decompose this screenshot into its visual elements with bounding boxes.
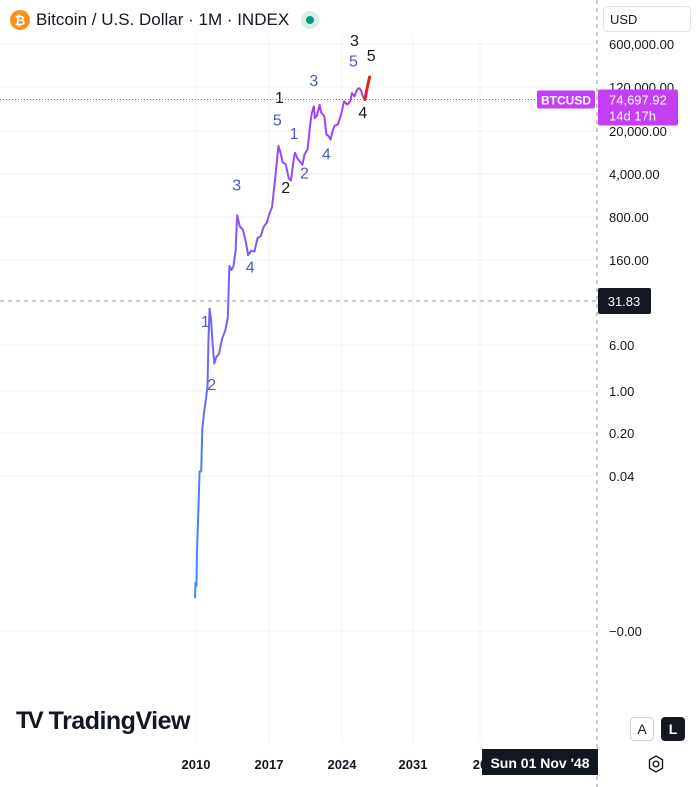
- chart-grid: [0, 35, 597, 742]
- wave-label: 3: [350, 33, 359, 50]
- price-tick-label: 600,000.00: [609, 37, 674, 52]
- wave-label: 3: [232, 178, 241, 195]
- price-tick-label: 4,000.00: [609, 167, 660, 182]
- symbol-title[interactable]: Bitcoin / U.S. Dollar · 1M · INDEX: [36, 10, 290, 29]
- wave-label: 2: [281, 180, 290, 197]
- price-tick-label: 20,000.00: [609, 124, 667, 139]
- auto-scale-button[interactable]: A: [630, 717, 654, 741]
- tradingview-logo-icon: TV: [16, 707, 44, 734]
- price-tick-label: 1.00: [609, 384, 634, 399]
- currency-selector[interactable]: USD: [603, 6, 691, 32]
- price-axis[interactable]: 600,000.00120,000.0020,000.004,000.00800…: [596, 0, 674, 787]
- wave-label: 5: [273, 113, 282, 130]
- last-price-value: 74,697.92: [609, 93, 667, 108]
- wave-label: 1: [290, 126, 299, 143]
- wave-label: 2: [300, 165, 309, 182]
- projection-line: [363, 75, 372, 102]
- market-status-icon[interactable]: [301, 11, 320, 29]
- price-tick-label: 6.00: [609, 338, 634, 353]
- wave-label: 4: [358, 105, 367, 122]
- price-tick-label: 800.00: [609, 210, 649, 225]
- time-axis[interactable]: 2010 2017 2024 2031 20: [182, 757, 488, 772]
- last-price-tag: [598, 89, 678, 126]
- wave-label: 5: [349, 54, 358, 71]
- time-tick-label: 2031: [399, 757, 428, 772]
- time-tick-label: 2010: [182, 757, 211, 772]
- wave-label: 4: [246, 259, 255, 276]
- crosshair-date-tag: [482, 749, 598, 775]
- wave-label: 3: [309, 73, 318, 90]
- symbol-header[interactable]: ₿ Bitcoin / U.S. Dollar · 1M · INDEX: [10, 8, 320, 32]
- wave-label: 5: [367, 48, 376, 65]
- tradingview-logo-text: TradingView: [48, 706, 191, 735]
- price-tick-label: 0.04: [609, 469, 634, 484]
- crosshair-price-value: 31.83: [608, 294, 641, 309]
- symbol-tag: [537, 90, 595, 109]
- crosshair-price-tag: [598, 288, 651, 314]
- price-tick-label: 0.20: [609, 426, 634, 441]
- crosshair-date-value: Sun 01 Nov '48: [490, 755, 589, 771]
- wave-label: 1: [201, 314, 210, 331]
- price-series: [194, 75, 372, 599]
- time-tick-label: 2024: [328, 757, 358, 772]
- tradingview-logo[interactable]: TV TradingView: [16, 706, 190, 736]
- time-tick-label: 2017: [255, 757, 284, 772]
- wave-label: 4: [322, 146, 331, 163]
- price-tick-label: 160.00: [609, 253, 649, 268]
- symbol-tag-label: BTCUSD: [541, 94, 591, 108]
- price-tick-label: −0.00: [609, 624, 642, 639]
- bar-countdown: 14d 17h: [609, 109, 656, 124]
- log-scale-button[interactable]: L: [661, 717, 685, 741]
- price-line: [194, 87, 366, 599]
- bitcoin-icon: ₿: [10, 10, 30, 30]
- chart-settings-icon[interactable]: [646, 754, 666, 774]
- wave-label: 2: [207, 377, 216, 394]
- wave-label: 1: [275, 90, 284, 107]
